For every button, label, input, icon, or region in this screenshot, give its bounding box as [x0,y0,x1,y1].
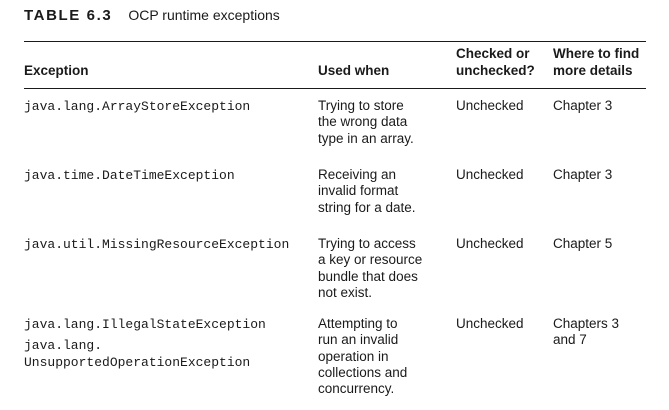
table-header-rule [24,88,646,89]
header-used-when: Used when [318,63,390,78]
table-number: TABLE 6.3 [24,7,113,24]
row-4-checked: Unchecked [456,316,524,331]
row-2-details: Chapter 3 [553,167,613,182]
row-2-used-when: Receiving an invalid format string for a… [318,167,416,215]
row-3-checked: Unchecked [456,236,524,251]
table-top-rule [24,41,646,43]
header-details: Where to find more details [553,46,640,78]
row-1-checked: Unchecked [456,98,524,113]
row-4-details: Chapters 3 and 7 [553,316,620,348]
row-2-exception: java.time.DateTimeException [24,168,235,183]
header-checked: Checked or unchecked? [456,46,535,78]
row-3-details: Chapter 5 [553,236,613,251]
row-4-exception: java.lang.IllegalStateException [24,317,266,332]
row-1-exception: java.lang.ArrayStoreException [24,99,251,114]
row-2-checked: Unchecked [456,167,524,182]
table-title: OCP runtime exceptions [128,7,280,23]
row-4-used-when: Attempting to run an invalid operation i… [318,316,408,397]
table-caption: TABLE 6.3 OCP runtime exceptions [24,7,280,27]
header-exception: Exception [24,63,89,78]
row-3-exception: java.util.MissingResourceException [24,237,290,252]
row-1-used-when: Trying to store the wrong data type in a… [318,98,414,146]
row-3-used-when: Trying to access a key or resource bundl… [318,236,423,300]
row-4-exception-2: java.lang. UnsupportedOperationException [24,338,251,370]
row-1-details: Chapter 3 [553,98,613,113]
